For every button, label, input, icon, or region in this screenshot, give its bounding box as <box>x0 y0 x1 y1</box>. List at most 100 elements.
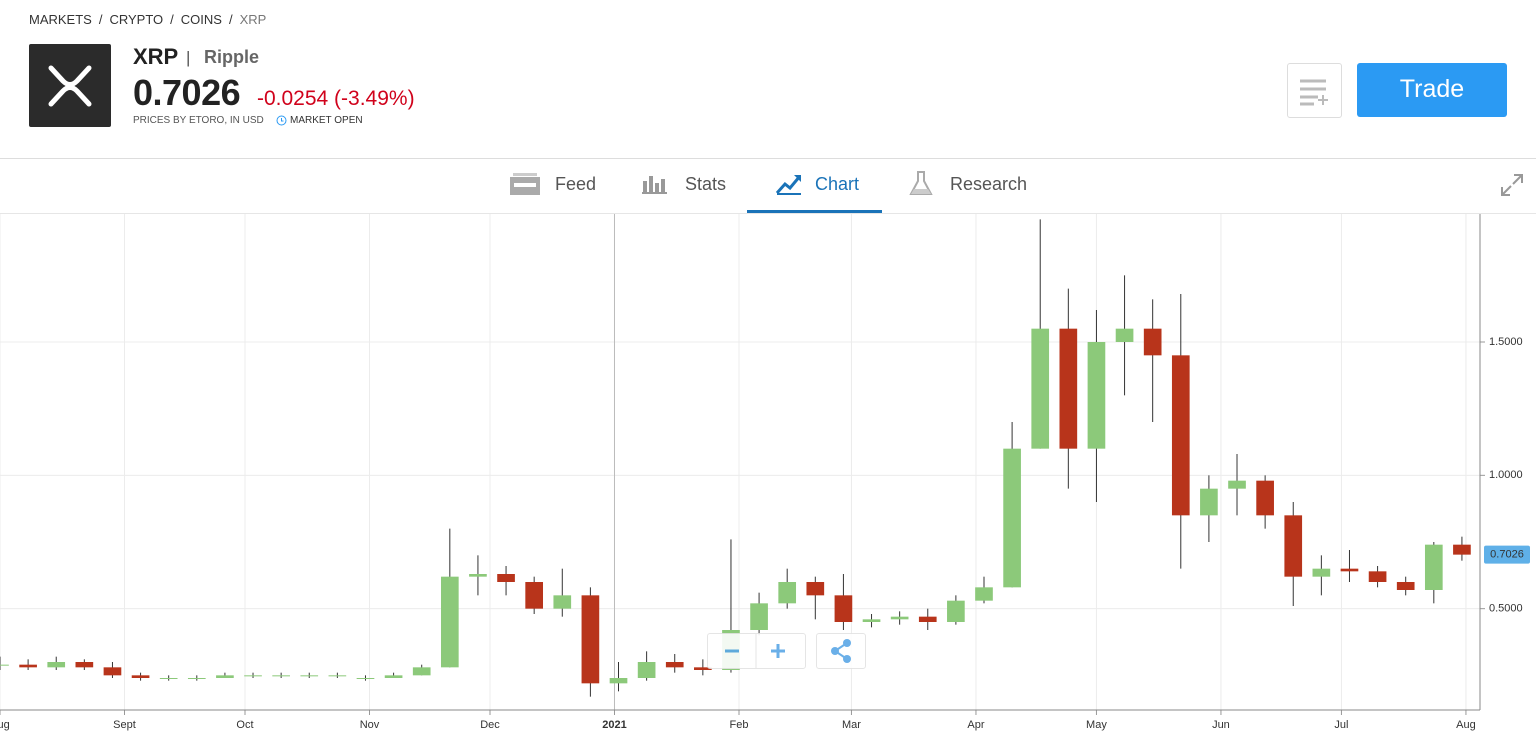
zoom-in[interactable] <box>771 644 785 658</box>
x-tick-label: Feb <box>730 719 749 731</box>
y-tick-label: 1.0000 <box>1489 469 1523 481</box>
instrument-name: Ripple <box>204 47 260 67</box>
x-tick-label: Jul <box>1334 719 1348 731</box>
x-tick-label: Apr <box>967 719 984 731</box>
candle-body <box>216 675 234 678</box>
candle-body <box>637 662 656 678</box>
candle-body <box>272 675 290 677</box>
candle-body <box>750 603 768 630</box>
candle-body <box>581 595 600 684</box>
candle-body <box>1087 342 1106 449</box>
x-tick-label: Aug <box>1456 719 1476 731</box>
candle-body <box>244 675 262 677</box>
candle-body <box>1031 328 1050 449</box>
logo-icon <box>48 65 92 107</box>
candle-body <box>1115 328 1134 342</box>
candle-body <box>665 662 684 668</box>
breadcrumbs: MARKETS / CRYPTO / COINS / XRP <box>29 12 267 27</box>
candle-body <box>1003 448 1021 588</box>
candle-body <box>1340 568 1359 572</box>
candle-body <box>1312 568 1331 577</box>
candle-body <box>47 662 66 668</box>
x-tick-label: Nov <box>360 719 380 731</box>
research-icon <box>909 171 933 195</box>
candle-body <box>947 600 965 622</box>
market-status: MARKET OPEN <box>290 115 363 126</box>
candle-body <box>412 667 431 676</box>
tab-underline <box>747 210 882 213</box>
separator: | <box>186 48 191 67</box>
candle-body <box>103 667 122 676</box>
tab[interactable]: Research <box>950 174 1028 194</box>
x-tick-label: Oct <box>236 719 253 731</box>
chart-icon <box>775 175 802 195</box>
logo <box>29 44 111 127</box>
candle-body <box>1256 480 1274 516</box>
candle-body <box>1284 515 1303 577</box>
breadcrumb[interactable]: MARKETS <box>29 12 92 27</box>
zoom-controls <box>707 633 806 669</box>
candle-body <box>609 678 628 684</box>
fullscreen-icon[interactable] <box>1500 173 1524 197</box>
candle-body <box>834 595 853 622</box>
price-change: -0.0254 (-3.49%) <box>257 87 415 110</box>
x-tick-label: Sept <box>113 719 136 731</box>
candle-body <box>19 664 37 668</box>
candle-body <box>497 574 515 582</box>
candle-body <box>384 675 403 678</box>
candle-body <box>469 574 487 577</box>
candle-body <box>300 675 319 677</box>
breadcrumb: XRP <box>239 12 267 27</box>
breadcrumb[interactable]: CRYPTO <box>109 12 164 27</box>
candle-body <box>1368 571 1387 582</box>
candle-body <box>975 587 993 601</box>
candle-body <box>75 662 94 668</box>
divider <box>0 213 1536 214</box>
stats-icon <box>642 176 667 194</box>
last-price-tag <box>1484 545 1530 564</box>
price: 0.7026 <box>133 72 241 113</box>
candle-body <box>159 678 178 679</box>
x-tick-label: 2021 <box>602 719 626 731</box>
feed-icon <box>510 173 540 195</box>
candle-body <box>1424 544 1443 590</box>
x-tick-label: Aug <box>0 719 10 731</box>
candle-body <box>553 595 572 609</box>
candle-body <box>131 675 150 678</box>
candle-body <box>1396 582 1415 590</box>
tab[interactable]: Stats <box>685 174 727 194</box>
share-button[interactable] <box>816 633 866 669</box>
candle-body <box>918 616 937 622</box>
x-tick-label: Jun <box>1212 719 1230 731</box>
candle-body <box>1228 480 1246 489</box>
y-tick-label: 0.5000 <box>1489 603 1523 615</box>
candle-body <box>440 576 459 668</box>
candle-body <box>1200 488 1218 516</box>
candle-body <box>328 675 347 677</box>
candle-body <box>525 582 544 609</box>
x-tick-label: Dec <box>480 719 500 731</box>
candle-body <box>862 619 881 622</box>
candle-body <box>356 678 375 679</box>
last-price-label: 0.7026 <box>1490 549 1524 561</box>
candle-body <box>694 667 712 670</box>
candle-body <box>1143 328 1162 356</box>
watchlist-button[interactable] <box>1287 63 1342 118</box>
candle-body <box>1171 355 1190 516</box>
candle-body <box>187 678 206 679</box>
candle-body <box>806 582 825 596</box>
candle-body <box>1059 328 1078 449</box>
price-source: PRICES BY ETORO, IN USD <box>133 115 264 126</box>
candle-body <box>890 616 909 620</box>
x-tick-label: May <box>1086 719 1107 731</box>
x-tick-label: Mar <box>842 719 861 731</box>
clock-icon <box>276 115 287 126</box>
breadcrumb[interactable]: COINS <box>180 12 222 27</box>
trade-button[interactable]: Trade <box>1357 63 1507 117</box>
candle-body <box>0 664 9 666</box>
candle-body <box>778 582 797 604</box>
tab-active[interactable]: Chart <box>815 174 860 194</box>
symbol: XRP <box>133 44 179 69</box>
tab[interactable]: Feed <box>555 174 597 194</box>
